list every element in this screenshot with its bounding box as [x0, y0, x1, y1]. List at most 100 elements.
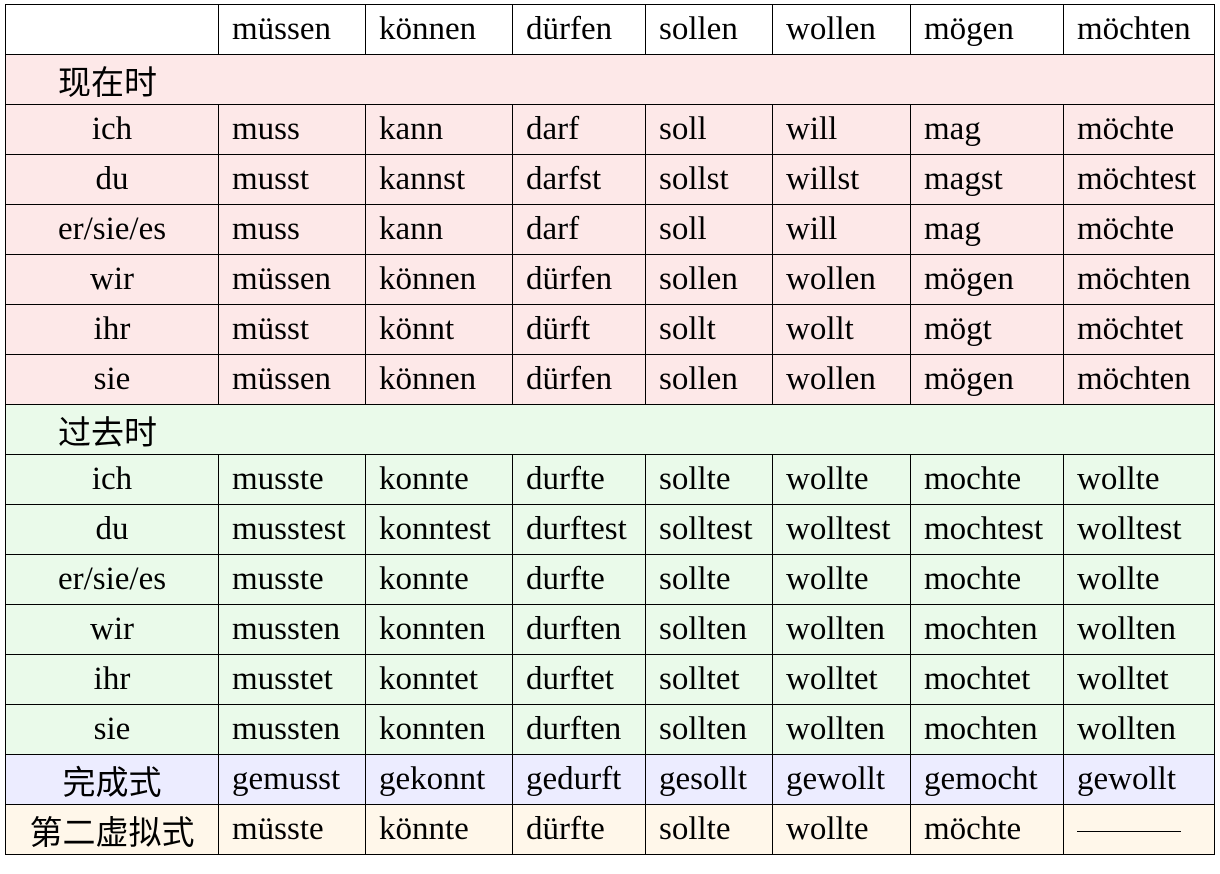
present-section-label: 现在时 [6, 55, 1215, 105]
form-cell: darfst [513, 155, 646, 205]
form-cell: wollte [1064, 555, 1215, 605]
form-cell: mögt [911, 305, 1064, 355]
form-cell: mussten [219, 605, 366, 655]
pronoun-cell: wir [6, 255, 219, 305]
form-cell: müsste [219, 805, 366, 855]
subjunctive-label: 第二虚拟式 [6, 805, 219, 855]
pronoun-cell: ihr [6, 305, 219, 355]
form-cell: will [773, 105, 911, 155]
verb-header: dürfen [513, 5, 646, 55]
form-cell: wollen [773, 255, 911, 305]
form-cell: sollt [646, 305, 773, 355]
form-cell: wollten [773, 605, 911, 655]
form-cell: gesollt [646, 755, 773, 805]
pronoun-cell: sie [6, 705, 219, 755]
form-cell: könnt [366, 305, 513, 355]
form-cell: wollten [1064, 605, 1215, 655]
table-row: ihr musstet konntet durftet solltet woll… [6, 655, 1215, 705]
form-cell: müssen [219, 255, 366, 305]
form-cell: durfte [513, 555, 646, 605]
pronoun-cell: ich [6, 105, 219, 155]
table-row: wir müssen können dürfen sollen wollen m… [6, 255, 1215, 305]
form-cell: wollt [773, 305, 911, 355]
conjugation-table: müssen können dürfen sollen wollen mögen… [5, 4, 1215, 855]
table-row: du musstest konntest durftest solltest w… [6, 505, 1215, 555]
corner-cell [6, 5, 219, 55]
pronoun-cell: du [6, 505, 219, 555]
form-cell: mochtet [911, 655, 1064, 705]
form-cell: mag [911, 205, 1064, 255]
form-cell: möchte [1064, 205, 1215, 255]
table-row: ich musste konnte durfte sollte wollte m… [6, 455, 1215, 505]
verb-header: können [366, 5, 513, 55]
present-section-row: 现在时 [6, 55, 1215, 105]
form-cell: sollte [646, 805, 773, 855]
form-cell: sollen [646, 255, 773, 305]
form-cell: mochten [911, 705, 1064, 755]
pronoun-cell: er/sie/es [6, 205, 219, 255]
form-cell: gewollt [1064, 755, 1215, 805]
form-cell: musstet [219, 655, 366, 705]
form-cell: mögen [911, 355, 1064, 405]
table-row: sie mussten konnten durften sollten woll… [6, 705, 1215, 755]
form-cell: gekonnt [366, 755, 513, 805]
form-cell: kann [366, 205, 513, 255]
form-cell: möchtest [1064, 155, 1215, 205]
form-cell: will [773, 205, 911, 255]
form-cell: wollen [773, 355, 911, 405]
pronoun-cell: ich [6, 455, 219, 505]
form-cell: willst [773, 155, 911, 205]
form-cell: wollte [773, 805, 911, 855]
form-cell: konntet [366, 655, 513, 705]
form-cell: durften [513, 705, 646, 755]
header-row: müssen können dürfen sollen wollen mögen… [6, 5, 1215, 55]
form-cell: konnte [366, 555, 513, 605]
form-cell: gewollt [773, 755, 911, 805]
form-cell: solltet [646, 655, 773, 705]
table-row: du musst kannst darfst sollst willst mag… [6, 155, 1215, 205]
form-cell: wolltet [1064, 655, 1215, 705]
form-cell: müsst [219, 305, 366, 355]
form-cell: sollten [646, 605, 773, 655]
form-cell: durftest [513, 505, 646, 555]
verb-header: mögen [911, 5, 1064, 55]
form-cell: musste [219, 555, 366, 605]
perfect-row: 完成式 gemusst gekonnt gedurft gesollt gewo… [6, 755, 1215, 805]
form-cell: musst [219, 155, 366, 205]
form-cell: wollten [1064, 705, 1215, 755]
form-cell: dürft [513, 305, 646, 355]
form-cell: dürfen [513, 255, 646, 305]
form-cell: mussten [219, 705, 366, 755]
form-cell: mochtest [911, 505, 1064, 555]
form-cell: gemocht [911, 755, 1064, 805]
form-cell: möchte [1064, 105, 1215, 155]
form-cell: durftet [513, 655, 646, 705]
form-cell: durfte [513, 455, 646, 505]
form-cell: wolltest [773, 505, 911, 555]
form-cell: darf [513, 205, 646, 255]
form-cell: sollten [646, 705, 773, 755]
past-section-row: 过去时 [6, 405, 1215, 455]
form-cell: mögen [911, 255, 1064, 305]
verb-header: müssen [219, 5, 366, 55]
table-row: ich muss kann darf soll will mag möchte [6, 105, 1215, 155]
form-cell: wollte [773, 455, 911, 505]
form-cell: wollte [1064, 455, 1215, 505]
no-form-cell [1064, 805, 1215, 855]
form-cell: wolltet [773, 655, 911, 705]
form-cell: gemusst [219, 755, 366, 805]
form-cell: soll [646, 205, 773, 255]
form-cell: möchten [1064, 255, 1215, 305]
form-cell: sollte [646, 455, 773, 505]
form-cell: sollst [646, 155, 773, 205]
form-cell: konnten [366, 705, 513, 755]
dash-line [1077, 831, 1181, 832]
form-cell: muss [219, 205, 366, 255]
verb-header: möchten [1064, 5, 1215, 55]
form-cell: wollte [773, 555, 911, 605]
form-cell: soll [646, 105, 773, 155]
form-cell: musstest [219, 505, 366, 555]
subjunctive-row: 第二虚拟式 müsste könnte dürfte sollte wollte… [6, 805, 1215, 855]
form-cell: möchtet [1064, 305, 1215, 355]
form-cell: mochte [911, 455, 1064, 505]
